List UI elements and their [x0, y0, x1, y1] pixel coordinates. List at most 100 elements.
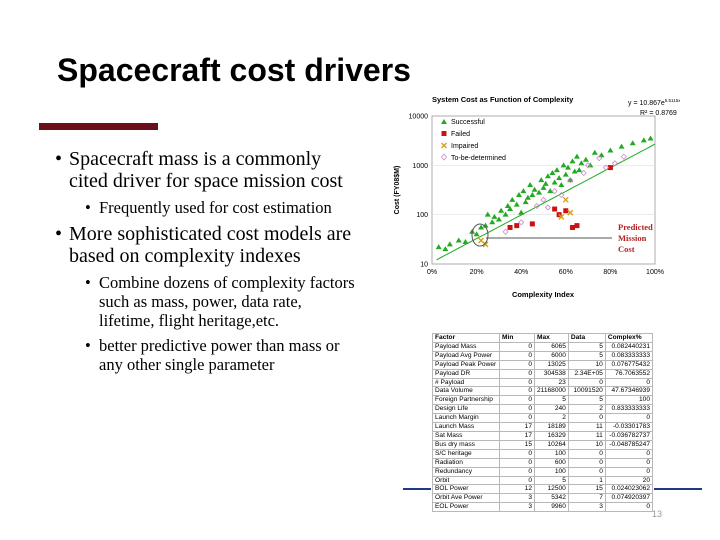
table-cell: 0	[604, 457, 654, 468]
legend-label: Successful	[451, 119, 485, 126]
table-cell: 5	[567, 350, 606, 361]
point-successful	[527, 181, 534, 187]
point-successful	[536, 189, 543, 195]
point-tbd	[567, 177, 574, 184]
point-failed	[607, 165, 613, 171]
table-cell: 6065	[534, 341, 569, 352]
table-cell: 0	[499, 359, 535, 370]
table-cell: Data Volume	[432, 386, 500, 397]
table-row: Orbit 0 5 1 20	[432, 475, 654, 486]
y-tick-label: 1000	[412, 163, 428, 170]
plot-grid	[432, 165, 655, 215]
point-successful	[442, 246, 449, 252]
table-cell: Launch Margin	[432, 413, 500, 424]
table-cell: 600	[534, 457, 569, 468]
table-cell: 10264	[534, 439, 569, 450]
point-tbd	[558, 191, 565, 199]
point-successful	[640, 137, 647, 143]
table-cell: 10	[567, 359, 606, 370]
point-failed	[574, 223, 580, 229]
table-cell: 5342	[534, 493, 569, 504]
table-cell: 0.074920397	[604, 493, 654, 504]
table-row: EOL Power 3 9960 3 0	[432, 502, 654, 513]
table-cell: 0	[499, 457, 535, 468]
point-successful	[538, 177, 545, 183]
legend-square-icon	[441, 131, 447, 136]
table-cell: 0.833333333	[604, 404, 654, 415]
point-tbd	[551, 188, 558, 195]
table-cell: Launch Mass	[432, 422, 500, 432]
table-cell: 0.076775432	[604, 359, 654, 370]
table-cell: Radiation	[432, 457, 500, 468]
point-successful	[455, 237, 462, 243]
point-tbd	[533, 202, 540, 210]
column-header: Factor	[432, 333, 500, 343]
point-tbd	[580, 169, 587, 177]
point-successful	[544, 173, 551, 179]
table-body: Payload Mass 0 6065 5 0.082440231 Payload Avg…	[432, 341, 654, 513]
table-cell: 11	[567, 422, 606, 432]
point-successful	[542, 180, 549, 186]
point-successful	[478, 224, 485, 230]
table-row: Bus dry mass 15 10264 10 -0.048785247	[432, 439, 654, 450]
point-successful	[549, 169, 556, 175]
table-cell: 0	[499, 377, 535, 388]
fit-exponent: 5.5115x	[665, 98, 680, 103]
bullet-item: More sophisticated cost models are based…	[55, 223, 355, 267]
x-tick-label: 20%	[470, 269, 484, 276]
point-failed	[507, 224, 513, 230]
table-cell: Design Life	[432, 404, 500, 415]
point-successful	[491, 213, 498, 219]
table-cell: 10091520	[567, 386, 606, 397]
point-successful	[524, 194, 531, 200]
table-cell: -0.03301783	[604, 422, 654, 432]
point-successful	[647, 135, 654, 141]
table-cell: 3	[567, 502, 606, 513]
x-tick-label: 40%	[514, 269, 528, 276]
table-row: Radiation 0 600 0 0	[432, 457, 654, 468]
point-tbd	[602, 164, 610, 171]
table-cell: 15	[567, 484, 606, 495]
point-successful	[553, 167, 560, 173]
table-cell: 0	[499, 466, 535, 477]
table-cell: 11	[567, 430, 606, 441]
point-successful	[560, 162, 567, 168]
table-cell: 100	[534, 466, 569, 477]
table-cell: 5	[534, 395, 569, 406]
table-cell: 0.083333333	[604, 350, 654, 361]
point-successful	[629, 140, 636, 146]
point-failed	[514, 223, 520, 229]
point-tbd	[540, 196, 547, 203]
table-cell: Foreign Partnership	[432, 395, 500, 406]
point-failed	[552, 206, 558, 212]
legend-x-icon	[441, 142, 447, 149]
cost-complexity-chart: System Cost as Function of Complexity y …	[394, 95, 680, 299]
point-successful	[446, 241, 453, 247]
point-successful	[618, 143, 625, 149]
x-tick-label: 100%	[646, 269, 664, 276]
point-tbd	[611, 160, 618, 167]
table-cell: 0	[604, 466, 654, 477]
table-cell: 0	[499, 386, 535, 397]
table-row: Redundancy 0 100 0 0	[432, 466, 654, 477]
legend-label: Impaired	[451, 143, 478, 150]
table-cell: 5	[534, 475, 569, 486]
legend: Successful Failed Impaired To-be-determi…	[440, 119, 506, 162]
point-tbd	[620, 153, 627, 160]
point-successful	[462, 238, 469, 244]
point-successful	[582, 156, 589, 162]
point-tbd	[518, 219, 525, 226]
table-cell: 76.7063552	[604, 368, 654, 379]
point-tbd	[596, 155, 603, 162]
table-cell: 1	[567, 475, 606, 486]
table-row: # Payload 0 23 0 0	[432, 377, 654, 388]
table-cell: 0	[604, 448, 654, 459]
point-successful	[565, 164, 572, 170]
point-successful	[571, 168, 578, 174]
bullet-list: Spacecraft mass is a commonly cited driv…	[55, 148, 355, 380]
table-cell: 0.024023062	[604, 484, 654, 495]
table-cell: 0.082440231	[604, 341, 654, 352]
table-row: Payload DR 0 304538 2.34E+05 76.7063552	[432, 368, 654, 379]
table-row: BOL Power 12 12500 15 0.024023062	[432, 484, 654, 495]
table-cell: Bus dry mass	[432, 439, 500, 450]
